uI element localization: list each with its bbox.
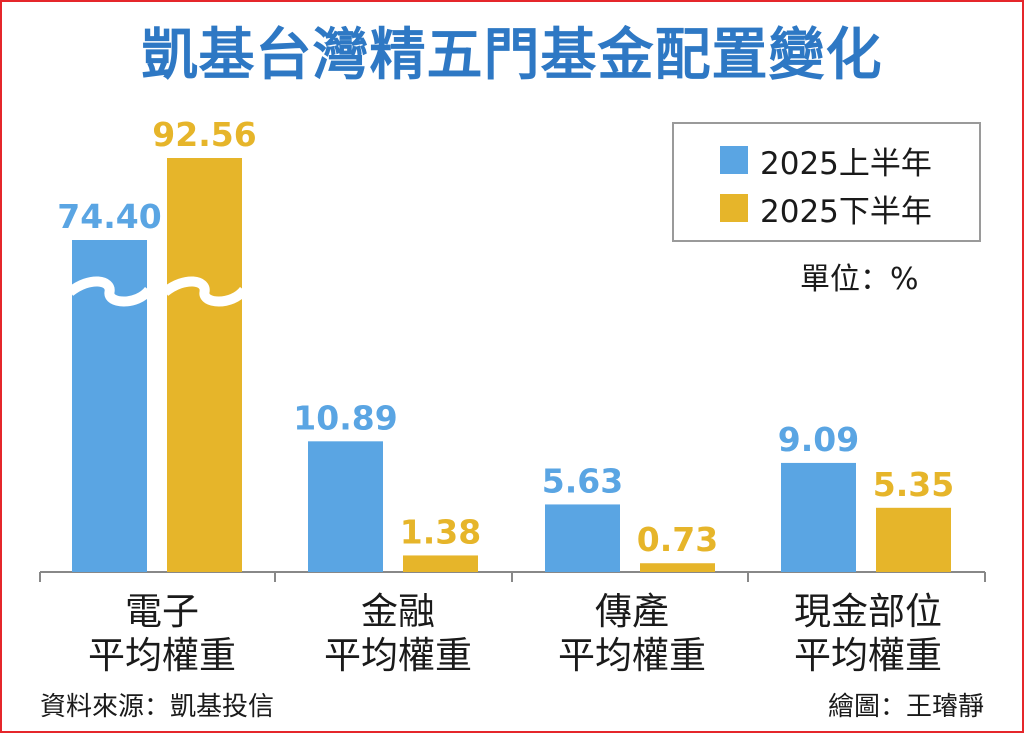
category-line: 現金部位 xyxy=(794,590,942,633)
category-label-finance: 金融 平均權重 xyxy=(298,590,498,678)
credit-note: 繪圖：王璿靜 xyxy=(827,692,984,722)
category-line: 平均權重 xyxy=(794,634,942,677)
bar xyxy=(640,563,715,572)
unit-label: 單位：% xyxy=(800,262,919,297)
legend-label-second-half: 2025下半年 xyxy=(760,193,932,230)
bar xyxy=(781,462,856,572)
source-note: 資料來源：凱基投信 xyxy=(40,692,275,722)
chart-title: 凱基台灣精五門基金配置變化 xyxy=(141,23,883,88)
bar-value-label: 92.56 xyxy=(152,115,256,154)
category-line: 電子 xyxy=(125,590,199,633)
bar-value-label: 10.89 xyxy=(293,398,397,437)
bar xyxy=(545,504,620,572)
bar xyxy=(167,158,242,572)
bar-value-label: 5.63 xyxy=(542,461,623,500)
legend-label-first-half: 2025上半年 xyxy=(760,145,932,182)
bar-value-label: 5.35 xyxy=(873,465,954,504)
bar xyxy=(308,441,383,572)
bar-value-label: 0.73 xyxy=(637,520,718,559)
legend-swatch-second-half xyxy=(720,194,748,222)
category-line: 金融 xyxy=(361,590,435,633)
legend: 2025上半年 2025下半年 xyxy=(672,122,981,242)
category-label-cash: 現金部位 平均權重 xyxy=(768,590,968,678)
category-label-traditional: 傳產 平均權重 xyxy=(532,590,732,678)
category-line: 傳產 xyxy=(595,590,669,633)
category-label-electronics: 電子 平均權重 xyxy=(62,590,262,678)
category-line: 平均權重 xyxy=(558,634,706,677)
bar-value-label: 74.40 xyxy=(57,197,161,236)
axis-break-wave xyxy=(66,276,153,307)
bar xyxy=(403,555,478,572)
legend-item-second-half: 2025下半年 xyxy=(720,188,932,230)
bar-value-label: 9.09 xyxy=(778,420,859,459)
bar-value-label: 1.38 xyxy=(400,512,481,551)
bar xyxy=(876,507,951,572)
axis-break-wave xyxy=(161,276,248,307)
legend-item-first-half: 2025上半年 xyxy=(720,140,932,182)
legend-swatch-first-half xyxy=(720,146,748,174)
category-line: 平均權重 xyxy=(324,634,472,677)
category-line: 平均權重 xyxy=(88,634,236,677)
